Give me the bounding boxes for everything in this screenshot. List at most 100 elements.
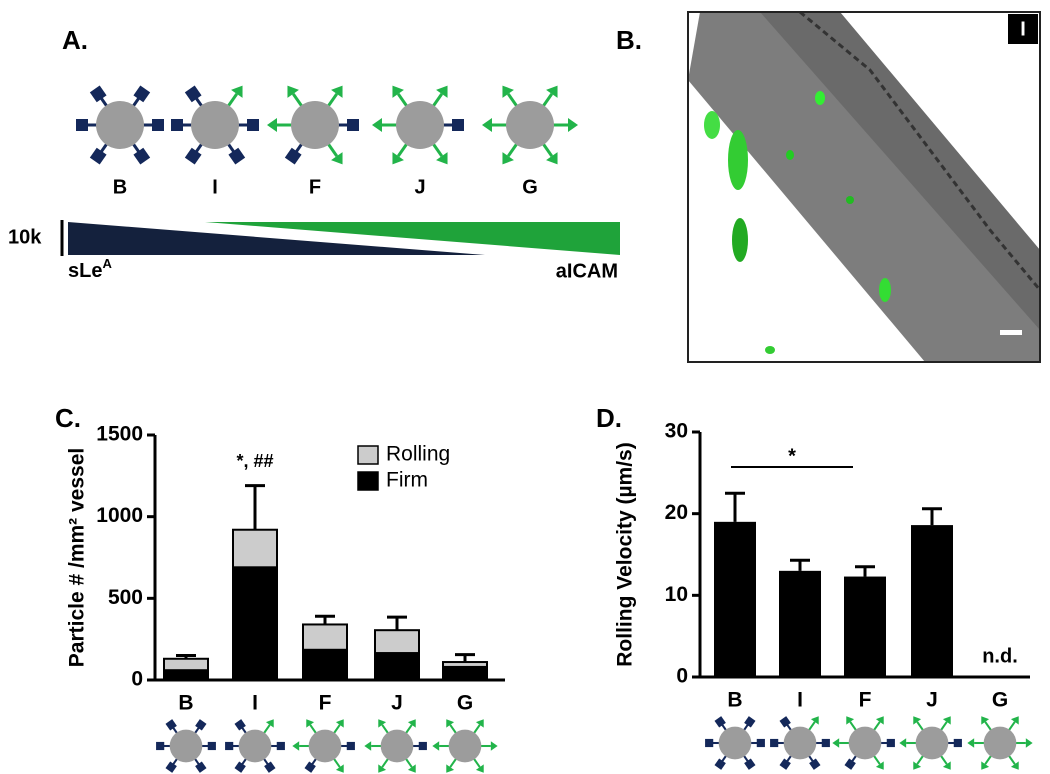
particle-core	[96, 101, 144, 149]
error-bar	[455, 653, 475, 663]
ligand	[346, 741, 355, 751]
arrow-head	[287, 85, 299, 98]
bar-segment	[442, 665, 488, 682]
aicam-gradient	[205, 222, 620, 255]
arrow-head	[832, 738, 840, 748]
particle-arm	[541, 142, 554, 157]
arrow-head	[265, 719, 274, 728]
particle-arm	[291, 93, 304, 108]
y-axis-label: Rolling Velocity (µm/s)	[614, 442, 637, 666]
particle-core	[915, 726, 949, 760]
particle-icon	[832, 716, 895, 770]
arrow-head	[502, 152, 514, 165]
bar	[911, 525, 953, 677]
ligand	[744, 716, 756, 728]
panel-label: C.	[55, 403, 81, 433]
particle-icon	[225, 719, 285, 773]
particle-icon	[705, 716, 765, 770]
particle-arm	[449, 724, 458, 735]
bar-segment	[232, 528, 278, 569]
arrow-head	[502, 85, 514, 98]
particle-arm	[807, 721, 816, 732]
bar-segment	[163, 657, 209, 672]
bar-segment	[232, 566, 278, 681]
arrow-head	[475, 764, 484, 773]
ligand	[195, 719, 207, 731]
particle-arm	[404, 757, 413, 768]
arrow-head	[1025, 738, 1033, 748]
particle-arm	[916, 721, 925, 732]
arrow-head	[407, 719, 416, 728]
arrow-head	[942, 761, 951, 770]
arrow-head	[913, 716, 922, 725]
bar	[844, 576, 886, 677]
particle-icon	[967, 716, 1033, 770]
ligand	[705, 738, 714, 748]
ligand	[744, 758, 756, 770]
ligand	[133, 85, 151, 103]
arrow-head	[546, 85, 558, 98]
bar-segment	[442, 661, 488, 668]
ligand	[234, 719, 246, 731]
image-label: I	[1020, 18, 1026, 40]
y-tick-label: 0	[131, 668, 143, 691]
x-tick-label: I	[797, 689, 803, 712]
micrograph	[688, 12, 1040, 362]
panel-label: A.	[62, 25, 88, 55]
arrow-head	[292, 741, 300, 751]
ligand	[756, 738, 765, 748]
gradient-label: aICAM	[556, 260, 618, 282]
particle-label: F	[309, 176, 321, 198]
bar-segment	[163, 669, 209, 682]
particle-arm	[472, 757, 481, 768]
ligand	[347, 119, 359, 131]
particle-arm	[431, 93, 444, 108]
arrow-head	[392, 152, 404, 165]
arrow-head	[981, 761, 990, 770]
arrow-head	[546, 152, 558, 165]
ligand	[184, 85, 202, 103]
particle-arm	[506, 142, 519, 157]
error-bar	[387, 615, 407, 631]
x-tick-label: J	[926, 689, 938, 712]
x-tick-label: G	[992, 689, 1008, 712]
arrow-head	[942, 716, 951, 725]
ligand	[228, 147, 246, 165]
error-bar	[922, 507, 942, 526]
ligand	[714, 716, 726, 728]
particle-core	[169, 729, 203, 763]
particle-arm	[396, 142, 409, 157]
ligand	[76, 119, 88, 131]
particle-core	[380, 729, 414, 763]
x-tick-label: B	[178, 692, 193, 715]
y-tick-label: 30	[665, 420, 688, 443]
panel-label: D.	[596, 403, 622, 433]
error-bar	[725, 491, 745, 522]
arrow-head	[875, 716, 884, 725]
arrow-head	[407, 764, 416, 773]
arrow-head	[436, 152, 448, 165]
particle-arm	[472, 724, 481, 735]
arrow-head	[364, 741, 372, 751]
particle-arm	[326, 93, 339, 108]
particle-core	[291, 101, 339, 149]
bar-segment	[374, 652, 420, 681]
particle-core	[191, 101, 239, 149]
arrow-head	[432, 741, 440, 751]
x-tick-label: J	[391, 692, 403, 715]
particle-icon	[770, 716, 830, 770]
bar-segment	[302, 623, 348, 651]
arrow-head	[446, 719, 455, 728]
arrow-head	[490, 741, 498, 751]
ligand	[207, 741, 216, 751]
ligand	[156, 741, 165, 751]
ligand	[714, 758, 726, 770]
particle-icon	[292, 719, 355, 773]
significance-label: *	[788, 445, 796, 467]
particle-arm	[849, 721, 858, 732]
particle-icon	[76, 85, 164, 165]
gradient-label: sLeA	[68, 256, 112, 282]
particle-icon	[364, 719, 427, 773]
ligand	[247, 119, 259, 131]
ligand	[953, 738, 962, 748]
